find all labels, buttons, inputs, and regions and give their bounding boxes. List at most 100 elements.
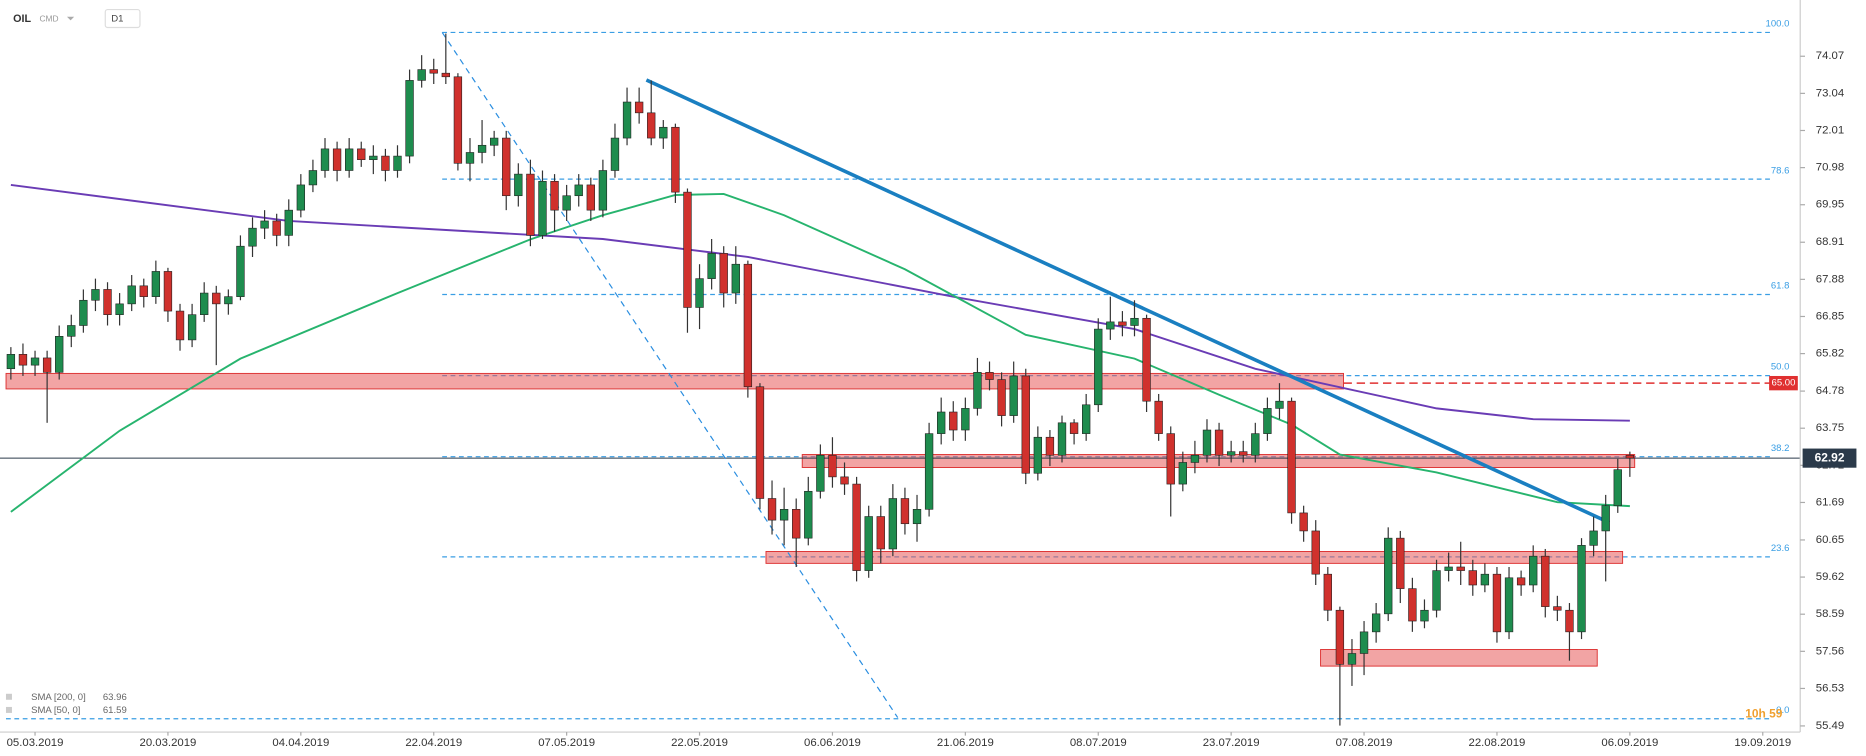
x-tick-label: 05.03.2019 (7, 737, 64, 749)
candle-body (1275, 400, 1284, 409)
x-tick-label: 22.05.2019 (671, 737, 728, 749)
candle-body (888, 498, 898, 550)
candle-body (1492, 573, 1502, 633)
candle-body (900, 498, 910, 525)
fib-label: 50.0 (1771, 362, 1790, 373)
candle-body (1299, 512, 1308, 532)
candle-body (743, 263, 753, 388)
candle-body (139, 285, 148, 297)
candle-body (393, 155, 402, 171)
candle-body (1384, 537, 1393, 615)
candle-body (598, 170, 608, 211)
y-tick-label: 64.78 (1816, 385, 1844, 397)
candle-body (1589, 530, 1598, 546)
candle-body (115, 303, 124, 315)
candle-body (1311, 530, 1320, 575)
candle-body (1021, 375, 1030, 474)
candle-body (1106, 321, 1115, 330)
y-tick-label: 56.53 (1816, 682, 1844, 694)
candle-body (175, 310, 185, 341)
candle-body (695, 278, 704, 308)
timeframe-box[interactable] (104, 8, 141, 29)
legend-icon (5, 693, 12, 700)
candle-body (985, 372, 994, 380)
candle-body (719, 253, 728, 294)
candle-body (6, 354, 16, 370)
candle-body (320, 148, 330, 171)
candle-body (477, 144, 487, 153)
candle-body (127, 285, 136, 305)
candle-body (1009, 375, 1018, 416)
candle-body (562, 195, 571, 211)
candle-body (369, 155, 378, 160)
candle-body (731, 263, 740, 294)
candle-body (260, 220, 269, 229)
candle-body (622, 101, 632, 139)
candle-body (381, 155, 390, 171)
candle-body (924, 433, 934, 510)
candle-body (779, 509, 789, 521)
candle-body (308, 170, 318, 186)
y-tick-label: 58.59 (1816, 608, 1844, 620)
candle-body (828, 454, 837, 478)
candle-body (1625, 454, 1635, 459)
legend-name: SMA [50, 0] (31, 705, 80, 716)
candle-body (1601, 505, 1610, 532)
candle-body (489, 137, 499, 146)
candle-body (1202, 429, 1212, 456)
candle-body (1371, 613, 1381, 633)
fib-label: 100.0 (1766, 19, 1790, 30)
candle-body (973, 372, 982, 409)
candle-body (1541, 555, 1550, 607)
candle-body (1577, 545, 1586, 633)
y-tick-label: 73.04 (1816, 87, 1844, 99)
candle-body (1251, 433, 1260, 456)
candle-body (187, 314, 197, 341)
candle-body (345, 148, 354, 171)
y-tick-label: 72.01 (1816, 124, 1844, 136)
candle-body (671, 126, 680, 193)
price-tag (1802, 448, 1857, 468)
candle-body (767, 498, 777, 521)
sma-line (10, 192, 1630, 513)
candle-body (30, 357, 40, 366)
x-tick-label: 06.09.2019 (1601, 737, 1658, 749)
candle-body (1142, 317, 1151, 402)
candle-body (1118, 321, 1127, 326)
candle-body (1057, 422, 1067, 456)
y-tick-label: 60.65 (1816, 534, 1844, 546)
candle-body (707, 253, 716, 279)
x-tick-label: 04.04.2019 (272, 737, 329, 749)
legend-icon (5, 706, 12, 713)
x-tick-label: 22.08.2019 (1469, 737, 1526, 749)
timeframe[interactable]: D1 (111, 14, 123, 25)
candle-body (876, 516, 885, 550)
candle-body (912, 509, 922, 525)
candle-body (1045, 436, 1055, 456)
x-tick-label: 20.03.2019 (140, 737, 197, 749)
y-tick-label: 67.88 (1816, 273, 1844, 285)
legend-name: SMA [200, 0] (31, 692, 86, 703)
candle-body (224, 296, 233, 305)
candle-body (937, 411, 946, 434)
candle-body (1323, 573, 1332, 611)
candle-body (332, 148, 342, 171)
legend-value: 61.59 (103, 705, 127, 716)
candle-body (272, 220, 281, 236)
alert-tag-label: 65.00 (1772, 378, 1796, 389)
candle-body (1335, 609, 1345, 665)
candle-body (840, 476, 849, 485)
candle-body (550, 181, 559, 211)
candle-body (441, 72, 450, 78)
plot-area: 100.0 78.6 61.8 50.0 38.2 23.6 0.0 (0, 19, 1801, 726)
x-tick-label: 21.06.2019 (937, 737, 994, 749)
candle-body (1408, 588, 1417, 622)
candle-body (755, 386, 765, 499)
candle-body (852, 483, 861, 571)
candle-body (659, 126, 668, 139)
x-tick-label: 23.07.2019 (1203, 737, 1260, 749)
y-tick-label: 63.75 (1816, 422, 1844, 434)
dropdown-arrow[interactable] (66, 16, 75, 21)
symbol[interactable]: OIL (13, 13, 31, 25)
